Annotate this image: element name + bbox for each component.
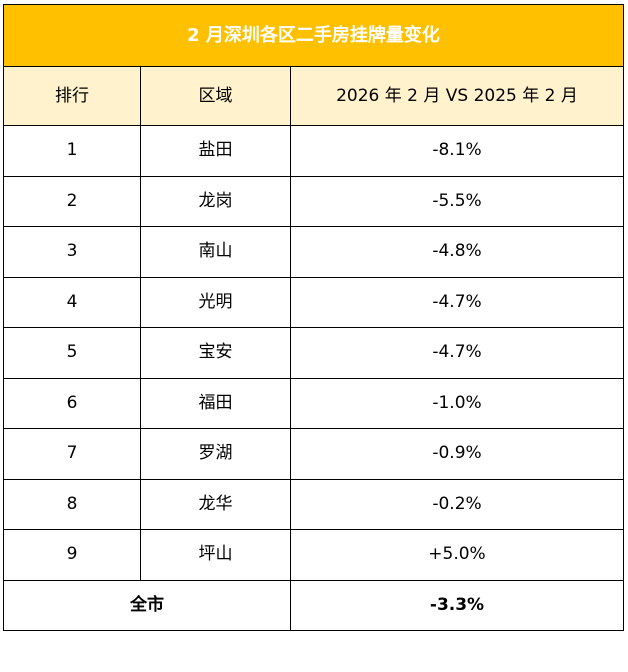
rank-cell: 2 bbox=[3, 175, 141, 227]
listing-change-table: 2 月深圳各区二手房挂牌量变化 排行 区域 2026 年 2 月 VS 2025… bbox=[2, 4, 625, 631]
rank-cell: 7 bbox=[3, 428, 141, 480]
rank-cell: 9 bbox=[3, 529, 141, 581]
change-cell: +5.0% bbox=[289, 529, 625, 581]
table-header-row: 排行 区域 2026 年 2 月 VS 2025 年 2 月 bbox=[3, 66, 625, 126]
district-cell: 龙岗 bbox=[140, 175, 291, 227]
rank-cell: 5 bbox=[3, 327, 141, 379]
district-cell: 罗湖 bbox=[140, 428, 291, 480]
change-cell: -0.9% bbox=[289, 428, 625, 480]
total-label: 全市 bbox=[3, 579, 291, 631]
district-cell: 龙华 bbox=[140, 478, 291, 530]
change-cell: -1.0% bbox=[289, 377, 625, 429]
change-cell: -4.7% bbox=[289, 327, 625, 379]
change-cell: -5.5% bbox=[289, 175, 625, 227]
table-title-row: 2 月深圳各区二手房挂牌量变化 bbox=[2, 4, 625, 67]
district-cell: 福田 bbox=[140, 377, 291, 429]
change-cell: -8.1% bbox=[289, 125, 625, 177]
rank-cell: 8 bbox=[3, 478, 141, 530]
rank-cell: 4 bbox=[3, 276, 141, 328]
header-rank: 排行 bbox=[3, 66, 141, 126]
table-row: 1 盐田 -8.1% bbox=[3, 125, 625, 177]
table-row: 2 龙岗 -5.5% bbox=[3, 175, 625, 227]
header-change: 2026 年 2 月 VS 2025 年 2 月 bbox=[289, 66, 625, 126]
table-row: 6 福田 -1.0% bbox=[3, 377, 625, 429]
rank-cell: 3 bbox=[3, 226, 141, 278]
change-cell: -4.8% bbox=[289, 226, 625, 278]
district-cell: 光明 bbox=[140, 276, 291, 328]
rank-cell: 6 bbox=[3, 377, 141, 429]
table-title: 2 月深圳各区二手房挂牌量变化 bbox=[2, 4, 625, 67]
header-district: 区域 bbox=[140, 66, 291, 126]
table-row: 4 光明 -4.7% bbox=[3, 276, 625, 328]
table-row: 7 罗湖 -0.9% bbox=[3, 428, 625, 480]
district-cell: 南山 bbox=[140, 226, 291, 278]
change-cell: -0.2% bbox=[289, 478, 625, 530]
district-cell: 坪山 bbox=[140, 529, 291, 581]
table-total-row: 全市 -3.3% bbox=[3, 579, 625, 631]
table-row: 9 坪山 +5.0% bbox=[3, 529, 625, 581]
change-cell: -4.7% bbox=[289, 276, 625, 328]
district-cell: 宝安 bbox=[140, 327, 291, 379]
table-row: 3 南山 -4.8% bbox=[3, 226, 625, 278]
total-value: -3.3% bbox=[289, 579, 625, 631]
table-row: 5 宝安 -4.7% bbox=[3, 327, 625, 379]
table-row: 8 龙华 -0.2% bbox=[3, 478, 625, 530]
rank-cell: 1 bbox=[3, 125, 141, 177]
district-cell: 盐田 bbox=[140, 125, 291, 177]
